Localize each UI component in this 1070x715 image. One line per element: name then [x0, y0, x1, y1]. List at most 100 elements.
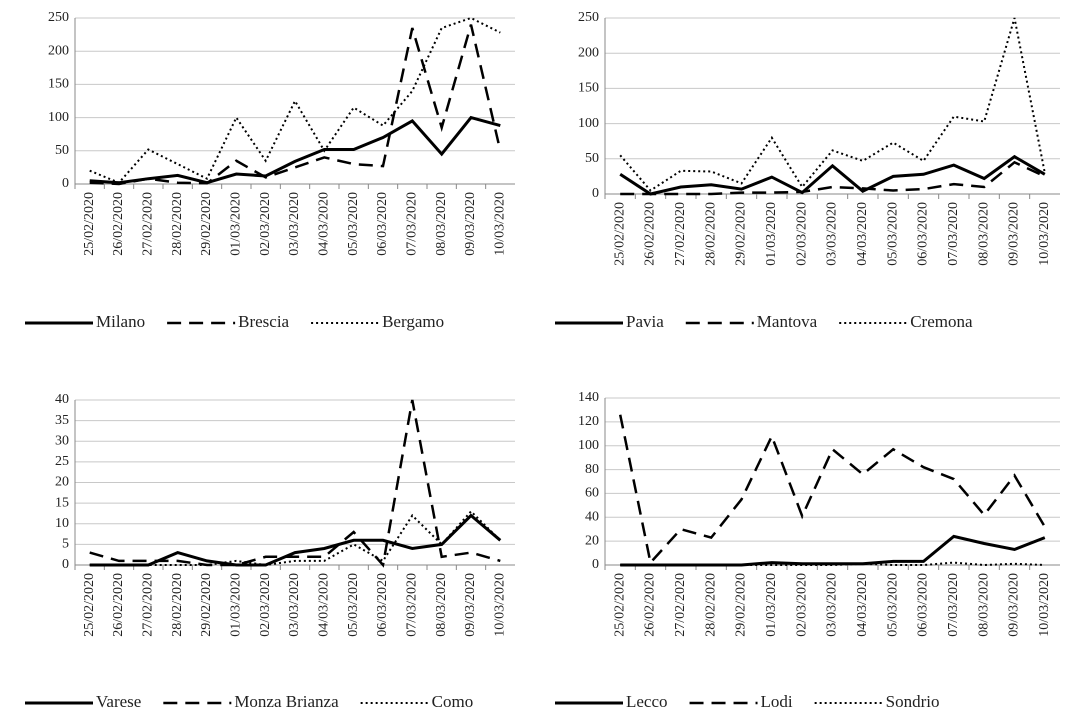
y-tick-label: 25: [55, 454, 69, 469]
x-tick-label: 05/03/2020: [346, 573, 361, 637]
y-tick-label: 20: [55, 475, 69, 490]
y-tick-label: 200: [578, 45, 599, 60]
x-tick-label: 04/03/2020: [317, 573, 332, 637]
x-tick-label: 08/03/2020: [434, 573, 449, 637]
x-tick-label: 27/02/2020: [673, 202, 688, 266]
legend-label: Varese: [96, 692, 141, 711]
y-tick-label: 150: [48, 77, 69, 92]
x-tick-label: 03/03/2020: [825, 202, 840, 266]
y-tick-label: 60: [585, 486, 599, 501]
legend-label: Lecco: [626, 692, 668, 711]
x-tick-label: 05/03/2020: [885, 573, 900, 637]
x-tick-label: 03/03/2020: [287, 192, 302, 256]
legend-label: Milano: [96, 312, 145, 331]
y-tick-label: 0: [592, 186, 599, 201]
x-tick-label: 02/03/2020: [258, 192, 273, 256]
x-tick-label: 26/02/2020: [643, 573, 658, 637]
x-tick-label: 05/03/2020: [346, 192, 361, 256]
legend-label: Cremona: [910, 312, 973, 331]
x-tick-label: 02/03/2020: [794, 573, 809, 637]
y-tick-label: 80: [585, 462, 599, 477]
y-tick-label: 140: [578, 390, 599, 405]
x-tick-label: 27/02/2020: [141, 192, 156, 256]
legend-label: Mantova: [757, 312, 818, 331]
y-tick-label: 100: [578, 438, 599, 453]
x-tick-label: 06/03/2020: [916, 202, 931, 266]
y-tick-label: 35: [55, 413, 69, 428]
x-tick-label: 02/03/2020: [258, 573, 273, 637]
legend-label: Brescia: [238, 312, 289, 331]
series-line: [620, 160, 1046, 196]
x-tick-label: 07/03/2020: [946, 202, 961, 266]
x-tick-label: 10/03/2020: [1037, 573, 1052, 637]
y-tick-label: 250: [48, 10, 69, 25]
x-tick-label: 09/03/2020: [1007, 573, 1022, 637]
series-line: [619, 17, 1046, 192]
x-tick-label: 08/03/2020: [976, 202, 991, 266]
series-line: [618, 414, 1046, 566]
x-tick-label: 08/03/2020: [434, 192, 449, 256]
panel: 0 50 100 150 200 250 25/02/2020 26/02/2020 27/02…: [25, 10, 515, 331]
y-tick-label: 50: [585, 151, 599, 166]
x-tick-label: 28/02/2020: [703, 573, 718, 637]
legend-label: Como: [432, 692, 474, 711]
x-tick-label: 28/02/2020: [170, 573, 185, 637]
x-tick-label: 26/02/2020: [111, 573, 126, 637]
x-tick-label: 25/02/2020: [82, 192, 97, 256]
x-tick-label: 25/02/2020: [612, 202, 627, 266]
x-tick-label: 06/03/2020: [375, 573, 390, 637]
x-tick-label: 25/02/2020: [82, 573, 97, 637]
x-tick-label: 04/03/2020: [855, 202, 870, 266]
series-line: [89, 509, 502, 567]
x-tick-label: 09/03/2020: [463, 573, 478, 637]
x-tick-label: 02/03/2020: [794, 202, 809, 266]
x-tick-label: 01/03/2020: [229, 192, 244, 256]
x-tick-label: 25/02/2020: [612, 573, 627, 637]
x-tick-label: 28/02/2020: [170, 192, 185, 256]
y-tick-label: 5: [62, 537, 69, 552]
x-tick-label: 29/02/2020: [199, 573, 214, 637]
x-tick-label: 27/02/2020: [673, 573, 688, 637]
x-tick-label: 08/03/2020: [976, 573, 991, 637]
y-tick-label: 0: [592, 557, 599, 572]
y-tick-label: 40: [55, 392, 69, 407]
series-line: [619, 154, 1046, 196]
series-line: [620, 561, 1045, 567]
series-line: [89, 399, 501, 568]
y-tick-label: 200: [48, 43, 69, 58]
y-tick-label: 40: [585, 510, 599, 525]
y-tick-label: 10: [55, 516, 69, 531]
x-tick-label: 03/03/2020: [825, 573, 840, 637]
x-tick-label: 07/03/2020: [405, 573, 420, 637]
series-line: [89, 24, 502, 186]
y-tick-label: 20: [585, 533, 599, 548]
x-tick-label: 09/03/2020: [1007, 202, 1022, 266]
legend-label: Lodi: [761, 692, 793, 711]
panel: 0 50 100 150 200 250 25/02/2020 26/02/2020 27/02…: [555, 10, 1060, 331]
y-tick-label: 30: [55, 433, 69, 448]
x-tick-label: 10/03/2020: [1037, 202, 1052, 266]
y-tick-label: 250: [578, 10, 599, 25]
legend-label: Sondrio: [886, 692, 940, 711]
x-tick-label: 04/03/2020: [855, 573, 870, 637]
y-tick-label: 120: [578, 414, 599, 429]
y-tick-label: 50: [55, 143, 69, 158]
series-line: [89, 16, 501, 184]
x-tick-label: 04/03/2020: [317, 192, 332, 256]
x-tick-label: 29/02/2020: [734, 573, 749, 637]
x-tick-label: 10/03/2020: [493, 192, 508, 256]
x-tick-label: 06/03/2020: [375, 192, 390, 256]
x-tick-label: 10/03/2020: [493, 573, 508, 637]
panel: 0 20 40 60 80 100 120 140 25/02/2020 26/02/2020 27…: [555, 390, 1060, 711]
y-tick-label: 100: [48, 110, 69, 125]
legend-label: Monza Brianza: [234, 692, 339, 711]
legend-label: Bergamo: [382, 312, 444, 331]
x-tick-label: 09/03/2020: [463, 192, 478, 256]
panel: 0 5 10 15 20 25 30 35 40 25/02/2020 26/02/2020 27/0…: [25, 392, 515, 711]
x-tick-label: 07/03/2020: [405, 192, 420, 256]
x-tick-label: 06/03/2020: [916, 573, 931, 637]
x-tick-label: 07/03/2020: [946, 573, 961, 637]
y-tick-label: 0: [62, 557, 69, 572]
x-tick-label: 03/03/2020: [287, 573, 302, 637]
